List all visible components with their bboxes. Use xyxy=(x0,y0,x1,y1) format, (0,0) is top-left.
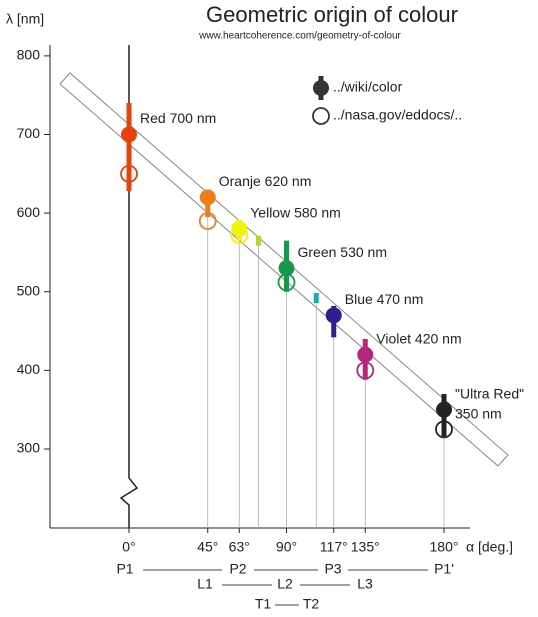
point-label: Yellow 580 nm xyxy=(250,205,341,221)
legend-marker xyxy=(312,107,330,125)
point xyxy=(436,401,452,418)
legend-label: ../wiki/color xyxy=(333,79,403,95)
bottom-label: P2 xyxy=(229,561,246,577)
bottom-label: T2 xyxy=(303,596,320,612)
bottom-label: P3 xyxy=(324,561,341,577)
x-axis-label: α [deg.] xyxy=(466,539,513,555)
bottom-label: T1 xyxy=(255,596,272,612)
point xyxy=(357,346,374,363)
y-tick-label: 800 xyxy=(17,47,41,63)
chart-subtitle: www.heartcoherence.com/geometry-of-colou… xyxy=(198,31,401,42)
point xyxy=(121,126,137,143)
x-tick-label: 0° xyxy=(122,539,135,555)
point-label: 350 nm xyxy=(455,405,502,421)
small-mark xyxy=(256,235,261,246)
small-mark xyxy=(313,293,319,304)
x-tick-label: 180° xyxy=(430,539,459,555)
bottom-label: L3 xyxy=(357,576,373,592)
zero-line xyxy=(119,45,139,528)
point-label: Violet 420 nm xyxy=(376,330,461,346)
bottom-label: P1 xyxy=(116,561,133,577)
chart-title: Geometric origin of colour xyxy=(206,2,458,27)
y-tick-label: 400 xyxy=(17,361,41,377)
point-label: Blue 470 nm xyxy=(345,291,424,307)
bottom-label: L2 xyxy=(277,576,293,592)
point xyxy=(325,307,342,324)
point xyxy=(199,189,216,206)
y-tick-label: 300 xyxy=(17,440,41,456)
point-label: Oranje 620 nm xyxy=(219,173,312,189)
bottom-rows xyxy=(143,569,428,606)
legend-marker xyxy=(313,80,329,96)
point-label: "Ultra Red" xyxy=(455,385,524,401)
y-tick-label: 700 xyxy=(17,125,41,141)
y-tick-label: 500 xyxy=(17,282,41,298)
y-axis-label: λ [nm] xyxy=(6,11,44,27)
point xyxy=(231,220,248,237)
bottom-label: L1 xyxy=(197,576,213,592)
band xyxy=(59,72,509,467)
x-tick-label: 135° xyxy=(351,539,380,555)
x-tick-label: 63° xyxy=(229,539,250,555)
y-tick-label: 600 xyxy=(17,204,41,220)
legend-label: ../nasa.gov/eddocs/.. xyxy=(333,107,462,123)
x-tick-label: 45° xyxy=(197,539,218,555)
point xyxy=(278,260,295,277)
point-label: Green 530 nm xyxy=(298,244,388,260)
point-label: Red 700 nm xyxy=(140,110,216,126)
x-tick-label: 90° xyxy=(276,539,297,555)
x-tick-label: 117° xyxy=(320,539,348,555)
bottom-label: P1' xyxy=(434,561,454,577)
